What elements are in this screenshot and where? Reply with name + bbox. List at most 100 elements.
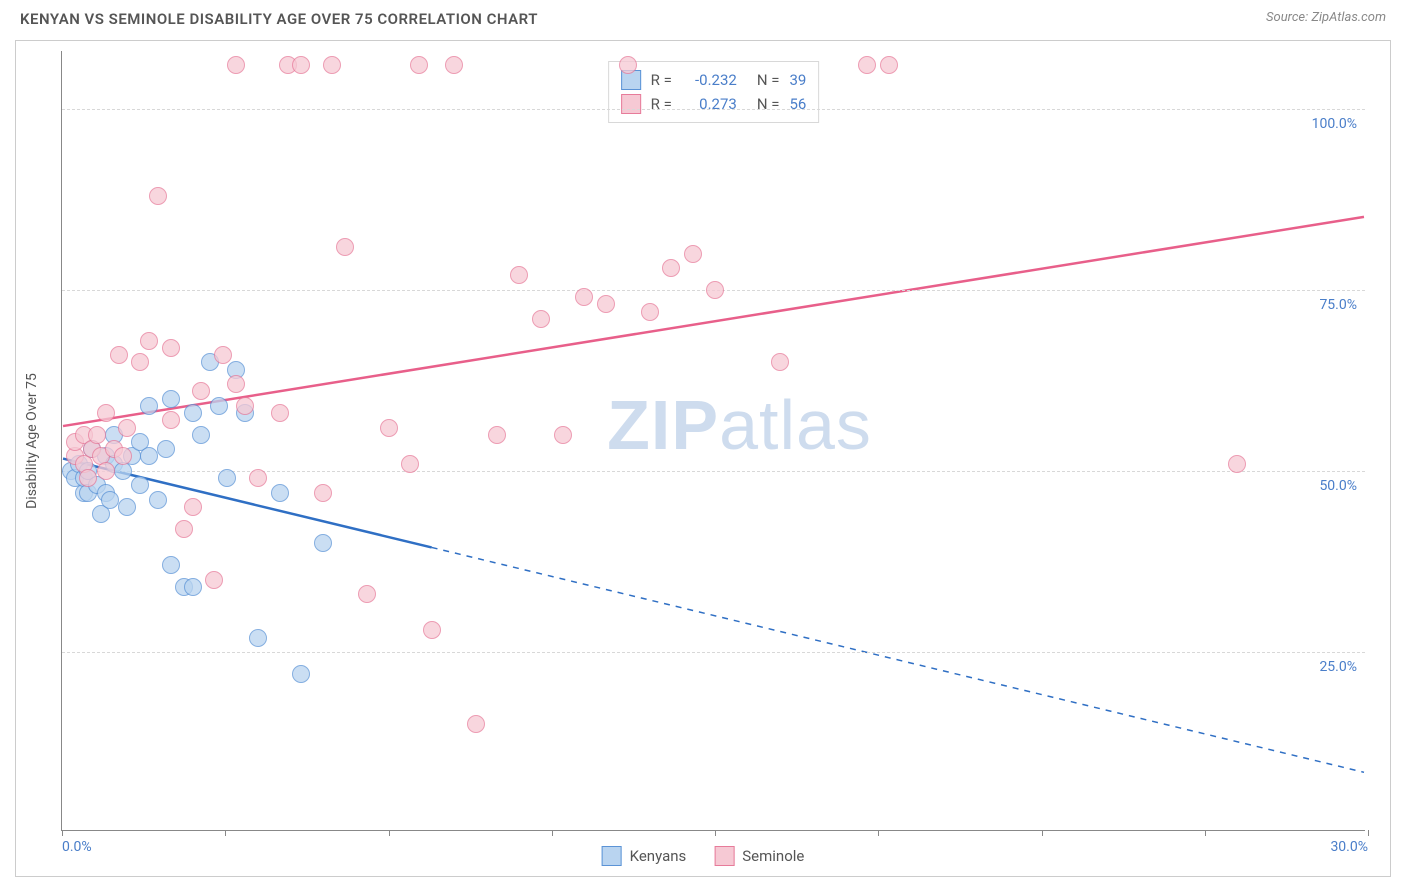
x-tick-mark bbox=[1042, 830, 1043, 836]
x-tick-mark bbox=[62, 830, 63, 836]
scatter-point bbox=[227, 375, 245, 393]
trend-line-solid bbox=[63, 217, 1364, 426]
legend-swatch bbox=[602, 846, 622, 866]
scatter-point bbox=[110, 346, 128, 364]
scatter-point bbox=[131, 476, 149, 494]
x-tick-mark bbox=[1205, 830, 1206, 836]
x-tick-mark bbox=[389, 830, 390, 836]
x-tick-label: 30.0% bbox=[1330, 839, 1368, 855]
scatter-point bbox=[149, 491, 167, 509]
scatter-point bbox=[554, 426, 572, 444]
header: KENYAN VS SEMINOLE DISABILITY AGE OVER 7… bbox=[0, 0, 1406, 30]
scatter-point bbox=[401, 455, 419, 473]
scatter-point bbox=[184, 498, 202, 516]
legend-series-item: Seminole bbox=[714, 846, 804, 866]
scatter-point bbox=[336, 238, 354, 256]
scatter-point bbox=[101, 491, 119, 509]
y-axis-label: Disability Age Over 75 bbox=[24, 373, 40, 509]
scatter-point bbox=[271, 484, 289, 502]
x-tick-mark bbox=[1368, 830, 1369, 836]
scatter-point bbox=[314, 484, 332, 502]
y-tick-label: 50.0% bbox=[1319, 478, 1357, 494]
scatter-point bbox=[641, 303, 659, 321]
y-tick-label: 25.0% bbox=[1319, 659, 1357, 675]
scatter-point bbox=[157, 440, 175, 458]
scatter-point bbox=[162, 411, 180, 429]
series-legend: Kenyans Seminole bbox=[602, 846, 805, 866]
scatter-point bbox=[218, 469, 236, 487]
correlation-legend: R =-0.232N =39R =0.273N =56 bbox=[608, 61, 820, 123]
scatter-point bbox=[162, 339, 180, 357]
scatter-point bbox=[184, 578, 202, 596]
trend-lines bbox=[62, 51, 1365, 830]
scatter-point bbox=[532, 310, 550, 328]
x-tick-mark bbox=[715, 830, 716, 836]
scatter-point bbox=[97, 404, 115, 422]
scatter-point bbox=[214, 346, 232, 364]
legend-r-label: R = bbox=[651, 95, 672, 113]
gridline bbox=[62, 652, 1365, 653]
scatter-point bbox=[79, 469, 97, 487]
scatter-point bbox=[706, 281, 724, 299]
scatter-point bbox=[380, 419, 398, 437]
scatter-point bbox=[131, 353, 149, 371]
scatter-point bbox=[140, 397, 158, 415]
scatter-point bbox=[314, 534, 332, 552]
trend-line-dashed bbox=[432, 547, 1364, 772]
scatter-point bbox=[140, 332, 158, 350]
y-tick-label: 75.0% bbox=[1319, 297, 1357, 313]
legend-r-value: 0.273 bbox=[682, 95, 737, 113]
legend-series-label: Kenyans bbox=[630, 847, 687, 865]
legend-series-label: Seminole bbox=[742, 847, 804, 865]
chart-title: KENYAN VS SEMINOLE DISABILITY AGE OVER 7… bbox=[20, 10, 538, 28]
scatter-point bbox=[162, 556, 180, 574]
scatter-point bbox=[771, 353, 789, 371]
scatter-point bbox=[175, 520, 193, 538]
legend-r-value: -0.232 bbox=[682, 71, 737, 89]
scatter-point bbox=[880, 56, 898, 74]
scatter-point bbox=[249, 469, 267, 487]
x-tick-label: 0.0% bbox=[62, 839, 92, 855]
scatter-point bbox=[192, 426, 210, 444]
y-tick-label: 100.0% bbox=[1312, 116, 1357, 132]
scatter-point bbox=[597, 295, 615, 313]
scatter-point bbox=[445, 56, 463, 74]
scatter-point bbox=[88, 426, 106, 444]
scatter-point bbox=[205, 571, 223, 589]
scatter-point bbox=[358, 585, 376, 603]
scatter-point bbox=[684, 245, 702, 263]
scatter-point bbox=[236, 397, 254, 415]
legend-row: R = 0.273 N = 56 bbox=[621, 92, 807, 116]
scatter-point bbox=[292, 665, 310, 683]
x-tick-mark bbox=[225, 830, 226, 836]
chart-frame: ZIPatlas R =-0.232N =39R =0.273N =56 Dis… bbox=[15, 40, 1391, 877]
gridline bbox=[62, 109, 1365, 110]
scatter-point bbox=[323, 56, 341, 74]
scatter-point bbox=[488, 426, 506, 444]
x-tick-mark bbox=[552, 830, 553, 836]
scatter-point bbox=[1228, 455, 1246, 473]
x-tick-mark bbox=[878, 830, 879, 836]
plot-area: ZIPatlas R =-0.232N =39R =0.273N =56 Dis… bbox=[61, 51, 1365, 831]
scatter-point bbox=[858, 56, 876, 74]
scatter-point bbox=[249, 629, 267, 647]
scatter-point bbox=[97, 462, 115, 480]
scatter-point bbox=[410, 56, 428, 74]
scatter-point bbox=[162, 390, 180, 408]
legend-n-label: N = bbox=[757, 95, 780, 113]
legend-n-value: 56 bbox=[789, 95, 806, 113]
scatter-point bbox=[575, 288, 593, 306]
scatter-point bbox=[510, 266, 528, 284]
scatter-point bbox=[423, 621, 441, 639]
scatter-point bbox=[467, 715, 485, 733]
scatter-point bbox=[619, 56, 637, 74]
legend-n-label: N = bbox=[757, 71, 780, 89]
scatter-point bbox=[184, 404, 202, 422]
scatter-point bbox=[149, 187, 167, 205]
legend-r-label: R = bbox=[651, 71, 672, 89]
scatter-point bbox=[192, 382, 210, 400]
legend-swatch bbox=[621, 94, 641, 114]
scatter-point bbox=[210, 397, 228, 415]
scatter-point bbox=[118, 419, 136, 437]
legend-row: R =-0.232N =39 bbox=[621, 68, 807, 92]
